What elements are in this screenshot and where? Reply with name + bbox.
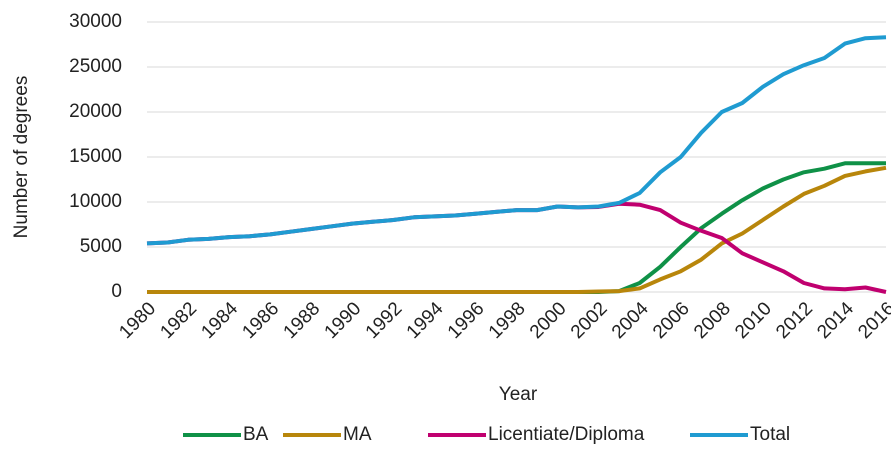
x-tick-label: 1980 [115, 298, 160, 343]
series-line [147, 165, 887, 294]
x-tick-label: 1994 [403, 298, 448, 343]
y-tick-label: 15000 [69, 146, 122, 167]
legend-label: BA [243, 424, 269, 445]
y-tick-label: 20000 [69, 101, 122, 122]
x-tick-label: 2014 [813, 298, 858, 343]
x-tick-label: 2008 [690, 298, 735, 343]
legend-label: Total [750, 424, 790, 445]
x-tick-label: 2016 [854, 298, 891, 343]
legend-label: MA [343, 424, 372, 445]
series-line [147, 161, 886, 294]
x-tick-label: 1990 [321, 298, 366, 343]
series-line [146, 201, 887, 294]
x-tick-label: 1984 [197, 298, 242, 343]
x-axis-label: Year [499, 384, 538, 405]
x-tick-label: 2002 [567, 298, 612, 343]
y-tick-label: 25000 [69, 56, 122, 77]
x-tick-label: 2010 [731, 298, 776, 343]
x-tick-label: 1992 [362, 298, 407, 343]
x-tick-label: 2004 [608, 298, 653, 343]
x-tick-label: 1982 [156, 298, 201, 343]
y-tick-label: 0 [111, 281, 122, 302]
x-tick-label: 1998 [485, 298, 530, 343]
x-tick-label: 1988 [280, 298, 325, 343]
series-line [146, 35, 887, 246]
y-tick-label: 10000 [69, 191, 122, 212]
legend-label: Licentiate/Diploma [488, 424, 645, 445]
y-tick-label: 30000 [69, 11, 122, 32]
x-tick-label: 1986 [239, 298, 284, 343]
x-tick-label: 2012 [772, 298, 817, 343]
y-axis-label: Number of degrees [11, 76, 32, 239]
x-tick-label: 1996 [444, 298, 489, 343]
x-tick-label: 2006 [649, 298, 694, 343]
y-tick-label: 5000 [80, 236, 122, 257]
x-tick-label: 2000 [526, 298, 571, 343]
